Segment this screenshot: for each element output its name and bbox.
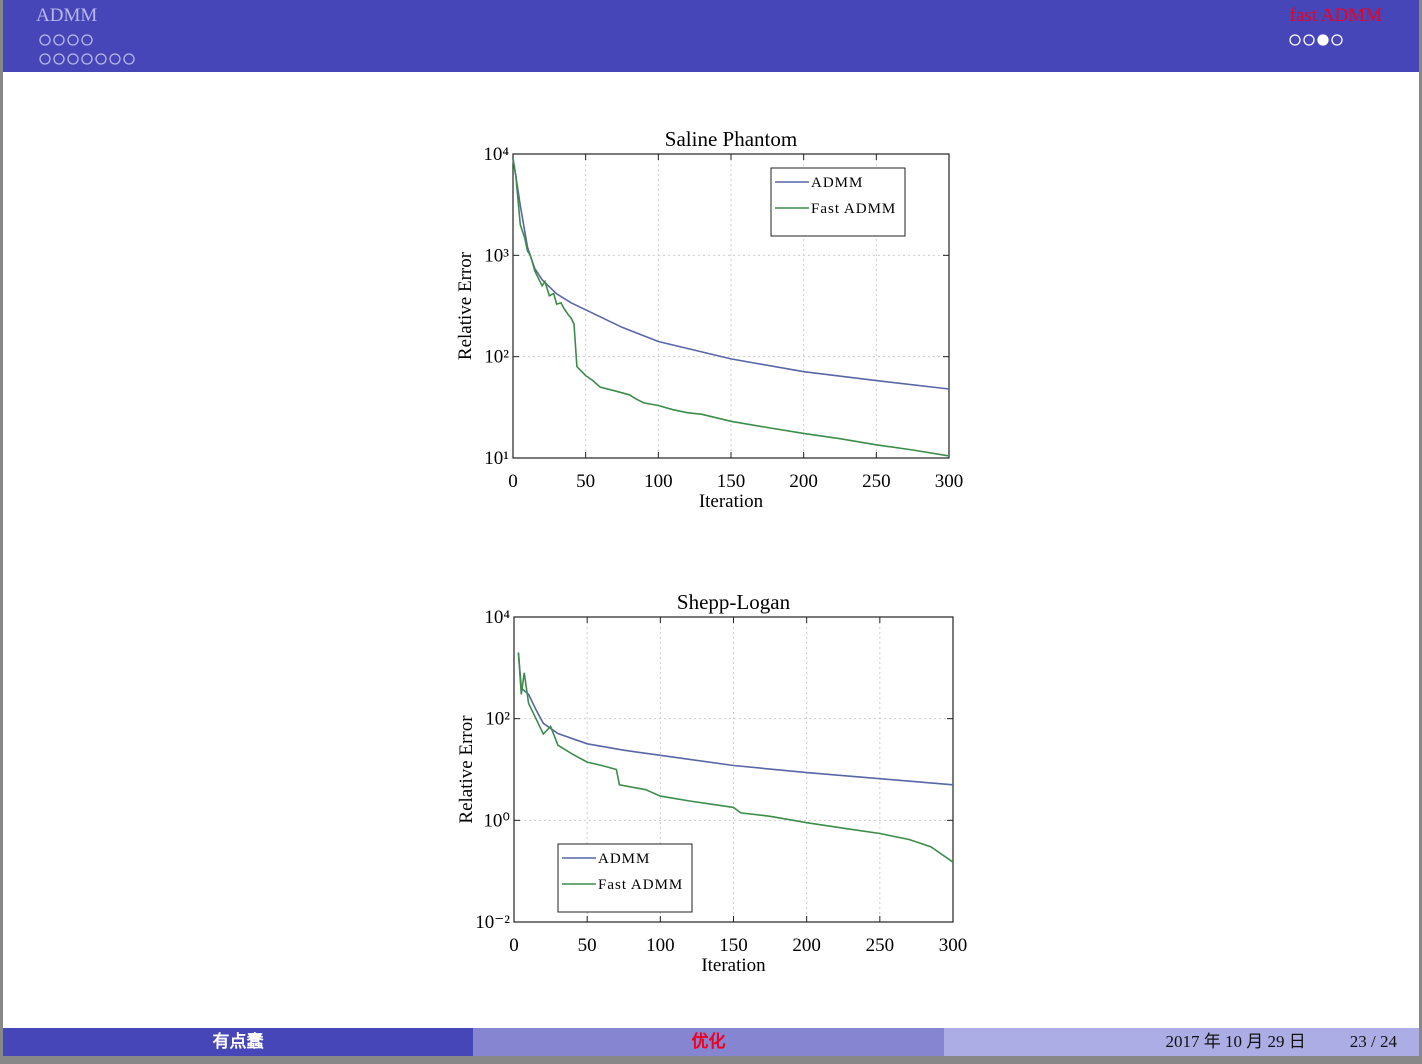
x-tick-label: 250 — [862, 471, 891, 492]
x-tick-label: 100 — [644, 471, 673, 492]
y-tick-label: 10⁴ — [483, 144, 509, 165]
y-tick-label: 10¹ — [484, 448, 509, 469]
legend-label: Fast ADMM — [811, 201, 896, 217]
legend-label: ADMM — [811, 175, 863, 191]
footer-author: 有点蠢 — [3, 1028, 473, 1056]
legend-label: ADMM — [598, 851, 650, 867]
series-line — [512, 158, 950, 390]
y-tick-label: 10² — [484, 347, 509, 368]
plot-frame — [513, 616, 954, 923]
y-axis-label: Relative Error — [455, 251, 476, 360]
x-tick-label: 150 — [719, 935, 748, 956]
nav-row — [39, 34, 93, 46]
x-tick-label: 300 — [939, 935, 968, 956]
x-tick-label: 150 — [717, 471, 746, 492]
legend: ADMM Fast ADMM — [557, 843, 693, 913]
section-title: ADMM — [36, 5, 98, 26]
x-tick-label: 50 — [576, 471, 595, 492]
footer-date: 2017 年 10 月 29 日 — [1165, 1032, 1306, 1051]
nav-row — [39, 53, 135, 65]
x-tick-label: 0 — [508, 471, 518, 492]
series-line — [512, 158, 950, 457]
footer-info: 2017 年 10 月 29 日 23 / 24 — [944, 1028, 1419, 1056]
x-tick-label: 0 — [509, 935, 519, 956]
legend: ADMM Fast ADMM — [770, 167, 906, 237]
y-tick-label: 10⁻² — [475, 912, 510, 933]
x-tick-label: 100 — [646, 935, 675, 956]
x-tick-label: 250 — [866, 935, 895, 956]
header: ADMM fast ADMM — [3, 0, 1419, 72]
series-line — [517, 652, 954, 786]
y-tick-label: 10² — [485, 709, 510, 730]
legend-box — [770, 167, 906, 237]
x-tick-label: 200 — [789, 471, 818, 492]
chart-title: Shepp-Logan — [677, 590, 791, 614]
x-tick-label: 300 — [935, 471, 964, 492]
y-tick-label: 10⁰ — [483, 810, 510, 831]
charts: Saline Phantom Iteration Relative Error 0 50… — [455, 127, 968, 976]
y-axis-label: Relative Error — [456, 715, 477, 824]
x-axis-label: Iteration — [699, 491, 764, 512]
subsection-title: fast ADMM — [1289, 5, 1382, 26]
page: ADMM fast ADMM Saline Phantom Iteration Re… — [3, 0, 1419, 1056]
nav-dots — [39, 34, 1343, 65]
legend-box — [557, 843, 693, 913]
plot-frame — [512, 153, 950, 459]
footer-title: 优化 — [473, 1028, 944, 1056]
y-tick-label: 10⁴ — [484, 607, 510, 628]
nav-row — [1289, 34, 1343, 46]
series-line — [517, 652, 954, 863]
footer: 有点蠢 优化 2017 年 10 月 29 日 23 / 24 — [3, 1028, 1419, 1056]
y-tick-label: 10³ — [484, 245, 509, 266]
legend-label: Fast ADMM — [598, 877, 683, 893]
x-axis-label: Iteration — [701, 955, 766, 976]
footer-page: 23 / 24 — [1349, 1032, 1397, 1051]
x-tick-label: 200 — [792, 935, 821, 956]
chart-title: Saline Phantom — [665, 127, 797, 151]
x-tick-label: 50 — [578, 935, 597, 956]
